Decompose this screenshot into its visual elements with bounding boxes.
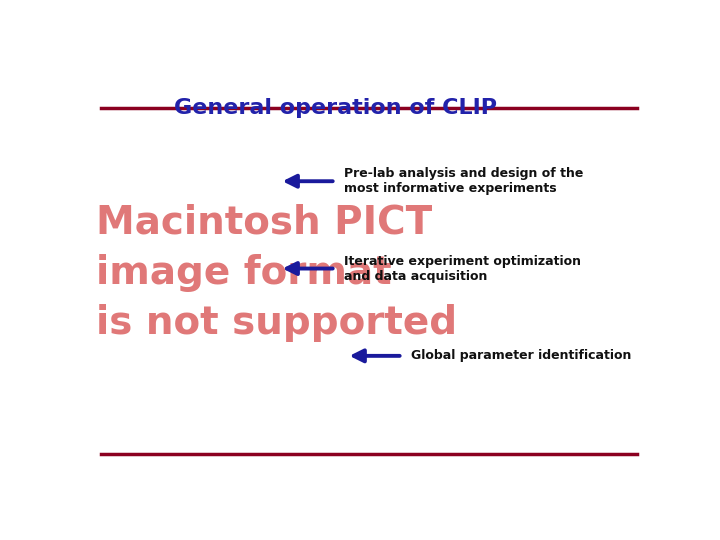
Text: Iterative experiment optimization
and data acquisition: Iterative experiment optimization and da…: [344, 254, 581, 282]
Text: Macintosh PICT
image format
is not supported: Macintosh PICT image format is not suppo…: [96, 204, 456, 342]
Text: Pre-lab analysis and design of the
most informative experiments: Pre-lab analysis and design of the most …: [344, 167, 583, 195]
Text: General operation of CLIP: General operation of CLIP: [174, 98, 497, 118]
Text: Global parameter identification: Global parameter identification: [411, 349, 631, 362]
